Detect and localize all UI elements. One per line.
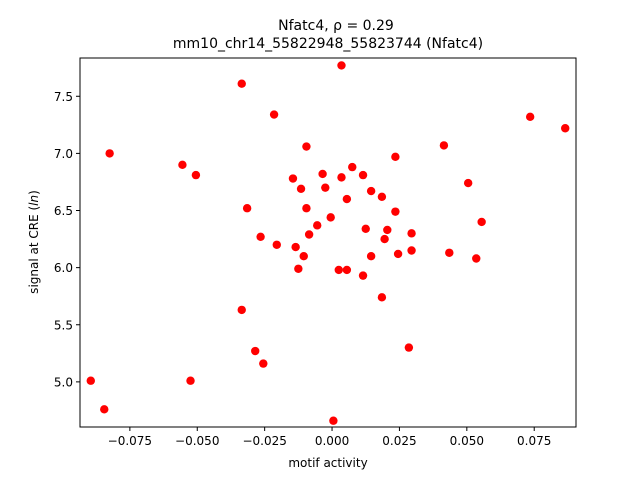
data-point-24: [391, 207, 400, 216]
y-axis-label-suffix: ): [27, 190, 41, 195]
data-point-28: [361, 224, 370, 233]
data-point-47: [237, 305, 246, 315]
x-tick-label: 0.075: [517, 434, 551, 448]
x-axis-label: motif activity: [288, 456, 367, 470]
y-axis-label-prefix: signal at CRE (: [27, 206, 41, 294]
data-point-22: [242, 204, 252, 213]
data-point-41: [472, 254, 481, 263]
data-point-29: [383, 225, 392, 235]
data-point-50: [259, 359, 268, 368]
data-point-13: [358, 170, 368, 180]
data-point-23: [302, 204, 311, 213]
axes-frame: [79, 57, 577, 428]
data-point-2: [269, 110, 279, 119]
x-tick-label: −0.025: [242, 434, 286, 448]
data-point-46: [377, 293, 387, 302]
data-point-52: [186, 376, 195, 385]
x-tick-label: 0.000: [315, 434, 349, 448]
y-tick-label: 7.5: [54, 90, 73, 104]
x-tick-label: −0.050: [175, 434, 219, 448]
plot-area: [86, 61, 570, 425]
data-point-45: [358, 271, 368, 280]
y-tick-label: 5.0: [54, 375, 73, 389]
x-tick-label: −0.075: [108, 434, 152, 448]
data-point-53: [100, 405, 109, 414]
chart-title-line-1: Nfatc4, ρ = 0.29: [278, 18, 394, 34]
data-point-8: [391, 152, 400, 162]
data-point-54: [329, 416, 338, 425]
data-point-1: [237, 79, 246, 88]
data-point-12: [318, 169, 327, 179]
data-point-27: [313, 221, 322, 230]
x-tick-label: 0.025: [382, 434, 416, 448]
data-point-10: [348, 162, 357, 172]
y-tick-label: 5.5: [54, 318, 73, 332]
data-point-17: [321, 183, 330, 192]
x-axis-ticks: −0.075 −0.050 −0.025 0.000 0.025 0.050 0.075: [108, 427, 551, 448]
data-point-37: [445, 248, 454, 257]
y-tick-label: 7.0: [54, 147, 73, 161]
data-point-30: [304, 230, 314, 239]
data-point-35: [291, 242, 300, 252]
data-point-4: [561, 124, 570, 133]
data-point-25: [326, 213, 335, 222]
data-point-11: [191, 170, 201, 180]
data-point-31: [407, 229, 416, 238]
data-point-36: [407, 246, 416, 255]
data-point-51: [86, 376, 95, 385]
y-axis-label: signal at CRE (ln): [27, 190, 41, 294]
y-axis-ticks: 5.0 5.5 6.0 6.5 7.0 7.5: [54, 90, 80, 389]
data-point-32: [256, 232, 265, 241]
data-point-39: [299, 252, 308, 261]
data-point-43: [334, 265, 343, 275]
data-point-21: [342, 194, 352, 204]
data-point-33: [380, 234, 389, 244]
data-point-3: [525, 112, 535, 122]
x-tick-label: 0.050: [450, 434, 484, 448]
data-point-14: [337, 173, 346, 182]
data-point-44: [342, 265, 352, 275]
data-point-38: [393, 249, 403, 259]
data-point-6: [302, 142, 311, 151]
y-tick-label: 6.5: [54, 204, 73, 218]
data-point-48: [404, 343, 414, 352]
data-point-18: [296, 184, 306, 194]
data-point-9: [178, 160, 187, 170]
data-point-20: [377, 192, 387, 201]
data-point-5: [439, 141, 449, 150]
data-point-26: [477, 217, 486, 227]
data-point-49: [251, 346, 260, 356]
data-point-16: [463, 178, 473, 188]
y-axis-label-italic: ln: [27, 195, 41, 206]
data-point-7: [105, 149, 114, 158]
data-point-34: [272, 240, 281, 249]
data-point-0: [337, 61, 346, 70]
data-point-19: [366, 186, 376, 196]
data-point-40: [366, 252, 376, 261]
chart-title-line-2: mm10_chr14_55822948_55823744 (Nfatc4): [173, 36, 483, 52]
y-tick-label: 6.0: [54, 261, 73, 275]
data-point-42: [294, 264, 303, 273]
data-point-15: [288, 174, 298, 183]
